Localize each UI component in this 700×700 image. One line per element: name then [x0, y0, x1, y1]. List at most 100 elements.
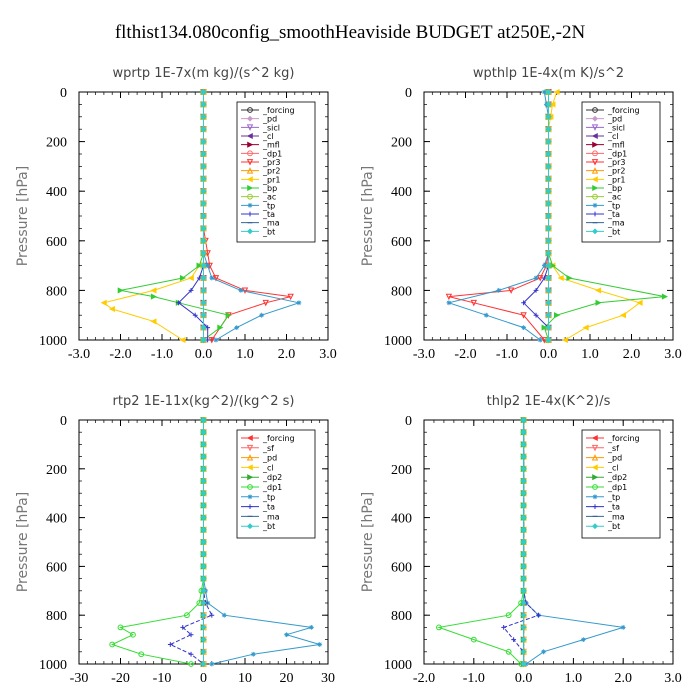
data-point — [309, 625, 314, 630]
y-tick-label: 800 — [46, 284, 67, 299]
legend-label: _pd — [607, 454, 622, 463]
legend-label: _sf — [607, 444, 619, 453]
data-point — [545, 188, 552, 195]
legend-label: _pr3 — [262, 158, 280, 167]
x-tick-label: 2.0 — [614, 671, 632, 686]
data-point — [545, 200, 552, 207]
panel-1-legend: _forcing_pd_sicl_cl_mfl_dp1_pr3_pr2_pr1_… — [236, 101, 316, 243]
legend-label: _ma — [262, 219, 280, 228]
legend-label: _ta — [262, 503, 275, 512]
x-tick-label: -1.0 — [463, 671, 485, 686]
legend-label: _mfl — [262, 141, 280, 150]
data-point — [200, 417, 207, 423]
data-point — [545, 324, 552, 331]
legend-swatch-marker — [592, 184, 599, 192]
legend-label: _bp — [262, 184, 277, 193]
data-point — [200, 163, 207, 170]
data-point — [661, 293, 668, 300]
data-point — [520, 502, 527, 509]
data-point — [545, 89, 552, 95]
legend-label: _tp — [262, 201, 275, 210]
x-tick-label: 3.0 — [664, 347, 682, 362]
data-point — [109, 641, 116, 648]
series-pr1 — [100, 88, 207, 344]
legend-swatch-marker — [247, 141, 254, 148]
data-point — [200, 539, 207, 545]
legend-label: _dp1 — [262, 149, 282, 158]
data-point — [545, 250, 552, 257]
data-point — [511, 637, 517, 642]
data-point — [200, 429, 207, 436]
y-tick-label: 1000 — [39, 334, 67, 349]
data-point — [545, 275, 552, 281]
legend-label: _pr3 — [607, 158, 625, 167]
data-point — [200, 312, 207, 319]
x-tick-label: 2.0 — [278, 347, 296, 362]
data-point — [545, 126, 552, 133]
panel-3-title: rtp2 1E-11x(kg^2)/(kg^2 s) — [113, 394, 295, 409]
data-point — [200, 213, 207, 219]
data-point — [545, 337, 552, 343]
legend-swatch-marker — [246, 159, 254, 166]
legend-swatch-marker — [247, 193, 253, 200]
data-point — [179, 274, 187, 282]
figure-suptitle: flthist134.080config_smoothHeaviside BUD… — [115, 22, 586, 43]
legend-label: _pd — [262, 454, 277, 463]
series-tp — [446, 89, 551, 343]
series-bt — [545, 89, 552, 343]
data-point — [200, 441, 207, 448]
data-point — [200, 275, 207, 281]
data-point — [188, 661, 194, 667]
legend-swatch-marker — [247, 484, 253, 490]
data-point — [582, 324, 589, 331]
data-point — [200, 101, 207, 108]
y-tick-label: 0 — [60, 414, 67, 429]
data-point — [520, 636, 527, 643]
x-tick-label: 0.0 — [195, 347, 213, 362]
series-line — [522, 92, 549, 340]
data-point — [200, 175, 207, 182]
data-point — [200, 250, 207, 257]
x-tick-label: -10 — [153, 671, 172, 686]
data-point — [188, 632, 194, 638]
y-tick-label: 400 — [46, 185, 67, 200]
series-line — [102, 92, 204, 341]
y-tick-label: 800 — [391, 609, 412, 624]
y-tick-label: 400 — [391, 185, 412, 200]
legend-swatch-marker — [592, 115, 598, 122]
data-point — [200, 89, 207, 95]
data-point — [200, 661, 207, 667]
data-point — [200, 502, 207, 509]
legend-label: _forcing — [607, 434, 640, 443]
x-tick-label: 10 — [238, 671, 252, 686]
data-point — [470, 636, 477, 643]
data-point — [200, 324, 207, 331]
legend-label: _mfl — [607, 141, 625, 150]
data-point — [520, 417, 527, 423]
data-point — [580, 637, 586, 642]
data-point — [100, 299, 107, 306]
data-point — [536, 612, 541, 618]
legend-swatch-marker — [591, 434, 598, 442]
legend-swatch-marker — [592, 474, 599, 481]
legend-swatch-marker — [592, 150, 598, 157]
data-point — [545, 138, 552, 145]
data-point — [250, 651, 256, 657]
legend-swatch-marker — [591, 159, 599, 166]
legend-label: _forcing — [607, 106, 640, 115]
data-point — [117, 624, 124, 631]
series-line — [436, 420, 525, 665]
x-tick-label: -1.0 — [151, 347, 173, 362]
series-bp — [117, 88, 232, 344]
data-point — [501, 625, 507, 630]
x-tick-label: 0 — [200, 671, 207, 686]
legend-swatch-marker — [246, 176, 253, 183]
legend-swatch-marker — [592, 141, 599, 148]
legend-label: _ac — [607, 193, 621, 202]
legend-label: _ma — [607, 512, 625, 521]
legend-label: _pr1 — [262, 175, 280, 184]
panel-4-ylabel: Pressure [hPa] — [360, 492, 376, 592]
legend-swatch-marker — [247, 474, 254, 481]
data-point — [545, 237, 552, 244]
data-point — [541, 89, 547, 95]
